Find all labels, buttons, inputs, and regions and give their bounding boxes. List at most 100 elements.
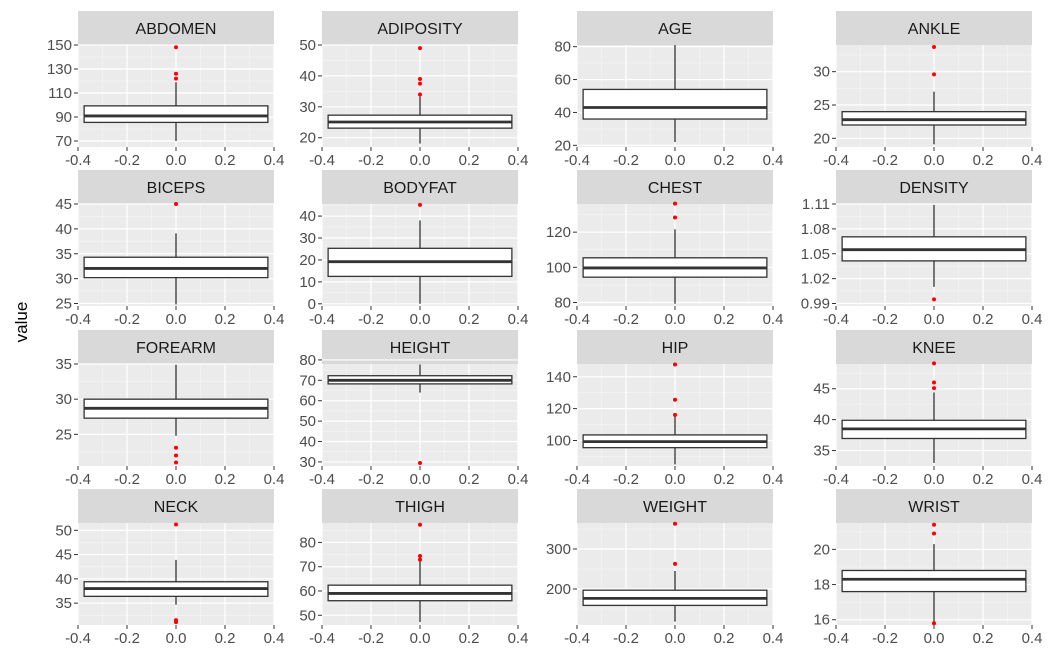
outlier-point	[932, 621, 936, 626]
y-tick-label: 45	[55, 196, 72, 213]
facet-strip-knee	[836, 330, 1032, 364]
y-axis-title: value	[12, 302, 31, 343]
y-tick-label: 120	[546, 224, 571, 241]
x-tick-label: -0.2	[114, 311, 140, 328]
y-tick-label: 80	[554, 39, 571, 56]
y-tick-label: 130	[47, 61, 72, 78]
facet-hip: HIP -0.4 -0.2 0.0 0.2 0.4 100 120 140	[546, 330, 783, 488]
y-tick-label: 35	[55, 356, 72, 373]
facet-strip-height	[322, 330, 518, 364]
facet-strip-chest	[577, 170, 773, 204]
outlier-point	[418, 81, 422, 86]
y-tick-label: 200	[546, 581, 571, 598]
y-tick-label: 30	[299, 454, 316, 471]
facet-neck: NECK -0.4 -0.2 0.0 0.2 0.4 35 40 45 50	[55, 489, 284, 647]
x-tick-label: 0.0	[924, 152, 945, 169]
y-tick-label: 50	[55, 522, 72, 539]
facet-strip-neck	[78, 489, 274, 523]
x-tick-label: -0.4	[309, 471, 335, 488]
facet-strip-adiposity	[322, 11, 518, 45]
facet-title-height: HEIGHT	[390, 340, 451, 357]
facet-title-bodyfat: BODYFAT	[383, 180, 457, 197]
y-tick-label: 30	[55, 271, 72, 288]
y-tick-label: 80	[299, 534, 316, 551]
x-tick-label: 0.4	[763, 311, 784, 328]
y-tick-label: 60	[299, 393, 316, 410]
facet-strip-density	[836, 170, 1032, 204]
facet-title-adiposity: ADIPOSITY	[377, 21, 463, 38]
x-tick-label: 0.0	[166, 152, 187, 169]
x-tick-label: 0.0	[665, 311, 686, 328]
x-tick-label: 0.2	[714, 471, 735, 488]
y-tick-label: 20	[299, 252, 316, 269]
y-tick-label: 25	[813, 97, 830, 114]
y-tick-label: 16	[813, 612, 830, 629]
outlier-point	[174, 45, 178, 50]
outlier-point	[932, 45, 936, 49]
y-tick-label: 70	[299, 559, 316, 576]
x-tick-label: 0.2	[973, 471, 994, 488]
x-tick-label: 0.2	[973, 152, 994, 169]
x-tick-label: -0.4	[823, 471, 849, 488]
y-tick-label: 40	[554, 104, 571, 121]
x-tick-label: -0.4	[564, 152, 590, 169]
facet-biceps: BICEPS -0.4 -0.2 0.0 0.2 0.4 25 30 35 40 45	[55, 170, 284, 328]
x-tick-label: -0.2	[358, 630, 384, 647]
outlier-point	[932, 361, 936, 366]
x-tick-label: 0.2	[215, 630, 236, 647]
outlier-point	[673, 561, 677, 566]
y-tick-label: 20	[299, 130, 316, 147]
x-tick-label: -0.2	[114, 152, 140, 169]
y-tick-label: 0.99	[801, 296, 830, 313]
x-tick-label: 0.4	[763, 630, 784, 647]
facet-weight: WEIGHT -0.4 -0.2 0.0 0.2 0.4 200 300	[546, 489, 783, 647]
facet-chest: CHEST -0.4 -0.2 0.0 0.2 0.4 80 100 120	[546, 170, 783, 328]
x-tick-label: -0.2	[872, 152, 898, 169]
x-tick-label: -0.2	[358, 471, 384, 488]
x-tick-label: 0.4	[508, 630, 529, 647]
x-tick-label: 0.4	[1022, 471, 1043, 488]
outlier-point	[932, 380, 936, 385]
outlier-point	[418, 92, 422, 97]
x-tick-label: 0.2	[459, 152, 480, 169]
y-tick-label: 35	[55, 246, 72, 263]
facet-title-ankle: ANKLE	[908, 21, 960, 38]
x-tick-label: 0.4	[1022, 630, 1043, 647]
y-tick-label: 100	[546, 259, 571, 276]
outlier-point	[673, 362, 677, 367]
y-tick-label: 1.11	[802, 196, 830, 213]
outlier-point	[418, 522, 422, 527]
x-tick-label: 0.0	[410, 311, 431, 328]
outlier-point	[174, 460, 178, 465]
facet-strip-forearm	[78, 330, 274, 364]
x-tick-label: 0.2	[973, 630, 994, 647]
y-tick-label: 40	[299, 68, 316, 85]
facet-wrist: WRIST -0.4 -0.2 0.0 0.2 0.4 16 18 20	[813, 489, 1042, 647]
x-tick-label: 0.2	[714, 630, 735, 647]
outlier-point	[174, 76, 178, 81]
y-tick-label: 25	[55, 296, 72, 313]
outlier-point	[673, 397, 677, 402]
x-tick-label: -0.2	[613, 152, 639, 169]
x-tick-label: 0.2	[459, 630, 480, 647]
facet-title-chest: CHEST	[648, 180, 702, 197]
x-tick-label: 0.0	[924, 311, 945, 328]
x-tick-label: -0.4	[564, 630, 590, 647]
facet-panels: ABDOMEN -0.4 -0.2 0.0 0.2 0.4 70 90 110 130 150 ADI…	[47, 11, 1042, 647]
box-iqr	[83, 105, 269, 124]
outlier-point	[174, 453, 178, 458]
x-tick-label: 0.0	[665, 152, 686, 169]
y-tick-label: 20	[813, 130, 830, 147]
facet-title-abdomen: ABDOMEN	[136, 21, 217, 38]
facet-strip-ankle	[836, 11, 1032, 45]
x-tick-label: 0.4	[264, 311, 285, 328]
x-tick-label: 0.4	[264, 471, 285, 488]
facet-strip-hip	[577, 330, 773, 364]
y-tick-label: 50	[299, 413, 316, 430]
outlier-point	[673, 521, 677, 526]
outlier-point	[418, 46, 422, 51]
x-tick-label: -0.2	[613, 311, 639, 328]
y-tick-label: 30	[299, 230, 316, 247]
y-tick-label: 30	[55, 391, 72, 408]
y-tick-label: 110	[48, 85, 72, 102]
